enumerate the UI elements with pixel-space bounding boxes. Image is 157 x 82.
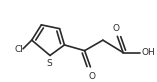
Text: O: O bbox=[89, 72, 96, 81]
Text: O: O bbox=[113, 24, 120, 32]
Text: S: S bbox=[46, 59, 52, 68]
Text: OH: OH bbox=[141, 48, 155, 57]
Text: Cl: Cl bbox=[14, 45, 23, 54]
